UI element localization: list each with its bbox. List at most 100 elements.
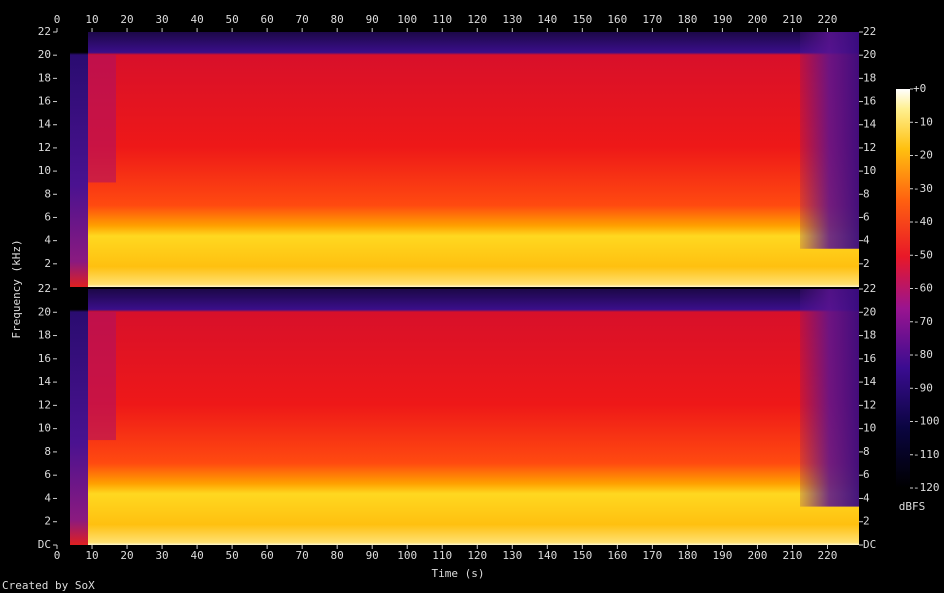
x-tick-label: 20 bbox=[120, 549, 133, 562]
intro-region bbox=[88, 54, 116, 183]
y-tick-label: 6 bbox=[44, 210, 51, 223]
colorbar-tick-label: -40 bbox=[913, 215, 933, 228]
x-tick-label-top: 90 bbox=[366, 13, 379, 26]
colorbar-tick-label: +0 bbox=[913, 82, 926, 95]
y-tick-label-right: 20 bbox=[863, 305, 876, 318]
y-tick-label: 2 bbox=[44, 515, 51, 528]
x-tick-label-top: 10 bbox=[85, 13, 98, 26]
x-tick-label-top: 20 bbox=[120, 13, 133, 26]
x-tick-label-top: 130 bbox=[502, 13, 522, 26]
y-tick-label-right: 18 bbox=[863, 329, 876, 342]
x-tick-label-top: 110 bbox=[432, 13, 452, 26]
x-tick-label: 50 bbox=[225, 549, 238, 562]
x-tick-label-top: 210 bbox=[783, 13, 803, 26]
x-tick-label: 210 bbox=[783, 549, 803, 562]
x-tick-label: 0 bbox=[54, 549, 61, 562]
colorbar-tick-label: -110 bbox=[913, 448, 940, 461]
colorbar-tick-label: -60 bbox=[913, 282, 933, 295]
colorbar-tick-label: -10 bbox=[913, 115, 933, 128]
y-tick-label: DC bbox=[38, 538, 51, 551]
colorbar-tick-label: -100 bbox=[913, 415, 940, 428]
x-axis-title: Time (s) bbox=[432, 567, 485, 580]
y-tick-label: 10 bbox=[38, 164, 51, 177]
fade-out-region bbox=[800, 32, 859, 249]
colorbar-tick-label: -120 bbox=[913, 481, 940, 494]
y-tick-label: 18 bbox=[38, 71, 51, 84]
y-tick-label-right: 20 bbox=[863, 48, 876, 61]
y-tick-label-right: DC bbox=[863, 538, 876, 551]
x-tick-label: 130 bbox=[502, 549, 522, 562]
colorbar-tick-label: -50 bbox=[913, 248, 933, 261]
y-tick-label: 22 bbox=[38, 282, 51, 295]
y-tick-label-right: 14 bbox=[863, 118, 877, 131]
colorbar bbox=[896, 89, 910, 488]
y-tick-label-right: 4 bbox=[863, 234, 870, 247]
y-tick-label-right: 10 bbox=[863, 422, 876, 435]
fade-out-region bbox=[800, 289, 859, 507]
spectrogram-image bbox=[57, 32, 859, 287]
x-tick-label: 70 bbox=[296, 549, 309, 562]
y-tick-label-right: 22 bbox=[863, 282, 876, 295]
x-tick-label: 170 bbox=[642, 549, 662, 562]
footer: Created by SoX bbox=[2, 579, 95, 592]
x-tick-label: 110 bbox=[432, 549, 452, 562]
y-tick-label-right: 8 bbox=[863, 187, 870, 200]
y-tick-label: 12 bbox=[38, 141, 51, 154]
silence-region bbox=[57, 32, 70, 287]
y-tick-label: 12 bbox=[38, 398, 51, 411]
y-tick-label: 22 bbox=[38, 25, 51, 38]
y-tick-label-right: 2 bbox=[863, 515, 870, 528]
x-tick-label: 60 bbox=[261, 549, 274, 562]
spectrogram-panels bbox=[57, 32, 859, 545]
x-tick-label: 120 bbox=[467, 549, 487, 562]
y-tick-label: 16 bbox=[38, 95, 51, 108]
colorbar-label: dBFS bbox=[899, 500, 926, 513]
silence-region bbox=[57, 289, 70, 545]
x-tick-label: 80 bbox=[331, 549, 344, 562]
y-tick-label-right: 16 bbox=[863, 95, 876, 108]
x-tick-label: 190 bbox=[712, 549, 732, 562]
colorbar-tick-label: -80 bbox=[913, 348, 933, 361]
x-tick-label-top: 70 bbox=[296, 13, 309, 26]
x-tick-label-top: 120 bbox=[467, 13, 487, 26]
channel-panel bbox=[57, 32, 859, 287]
x-tick-label-top: 140 bbox=[537, 13, 557, 26]
y-tick-label: 4 bbox=[44, 491, 51, 504]
x-tick-label-top: 0 bbox=[54, 13, 61, 26]
spectrogram-image bbox=[57, 289, 859, 545]
y-tick-label: 14 bbox=[38, 118, 52, 131]
y-tick-label: 14 bbox=[38, 375, 52, 388]
intro-region bbox=[88, 312, 116, 441]
low-level-region bbox=[70, 32, 88, 287]
x-tick-label: 180 bbox=[677, 549, 697, 562]
x-tick-label-top: 50 bbox=[225, 13, 238, 26]
y-tick-label: 18 bbox=[38, 329, 51, 342]
low-level-region bbox=[70, 289, 88, 545]
x-tick-label: 90 bbox=[366, 549, 379, 562]
x-tick-label-top: 30 bbox=[155, 13, 168, 26]
y-tick-label: 4 bbox=[44, 234, 51, 247]
y-tick-label: 8 bbox=[44, 445, 51, 458]
colorbar-tick-label: -20 bbox=[913, 149, 933, 162]
x-tick-label-top: 190 bbox=[712, 13, 732, 26]
x-tick-label: 10 bbox=[85, 549, 98, 562]
x-tick-label-top: 180 bbox=[677, 13, 697, 26]
y-tick-label-right: 14 bbox=[863, 375, 877, 388]
y-tick-label: 8 bbox=[44, 187, 51, 200]
x-tick-label-top: 150 bbox=[572, 13, 592, 26]
y-tick-label-right: 18 bbox=[863, 71, 876, 84]
y-tick-label: 16 bbox=[38, 352, 51, 365]
x-tick-label: 30 bbox=[155, 549, 168, 562]
colorbar-tick-label: -90 bbox=[913, 381, 933, 394]
x-tick-label: 100 bbox=[397, 549, 417, 562]
y-tick-label: 10 bbox=[38, 422, 51, 435]
y-tick-label-right: 4 bbox=[863, 491, 870, 504]
y-tick-label-right: 6 bbox=[863, 210, 870, 223]
x-tick-label-top: 100 bbox=[397, 13, 417, 26]
colorbar-tick-label: -30 bbox=[913, 182, 933, 195]
y-tick-label-right: 6 bbox=[863, 468, 870, 481]
x-tick-label-top: 60 bbox=[261, 13, 274, 26]
channel-panel bbox=[57, 289, 859, 545]
y-tick-label-right: 12 bbox=[863, 398, 876, 411]
